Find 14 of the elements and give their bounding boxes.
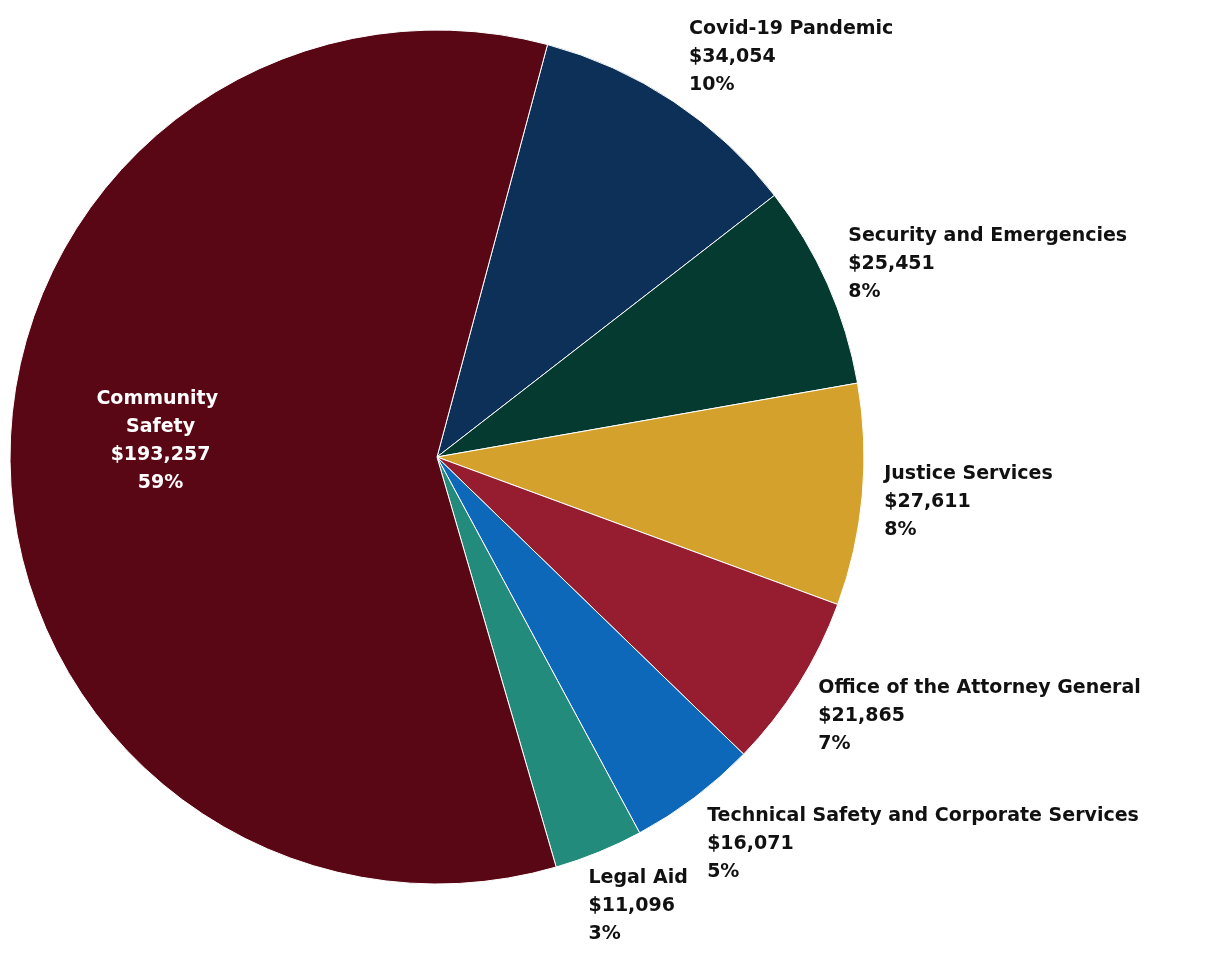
data-label: $34,054 10%	[689, 43, 776, 94]
slice-label: Legal Aid	[588, 864, 688, 887]
slice-label: Technical Safety and Corporate Services	[707, 803, 1139, 826]
slice-label: Security and Emergencies	[848, 222, 1128, 245]
data-label: $16,071 5%	[707, 831, 794, 882]
slice-label: Justice Services	[882, 461, 1053, 484]
data-label: $11,096 3%	[588, 892, 676, 943]
slice-label: Office of the Attorney General	[818, 675, 1141, 698]
data-label: $27,611 8%	[884, 489, 971, 540]
data-label: $193,257 59%	[110, 442, 211, 493]
slice-label: Community Safety	[96, 386, 225, 437]
data-label: $21,865 7%	[818, 703, 905, 754]
slice-label: Covid-19 Pandemic	[689, 15, 894, 38]
data-label: $25,451 8%	[848, 250, 935, 301]
